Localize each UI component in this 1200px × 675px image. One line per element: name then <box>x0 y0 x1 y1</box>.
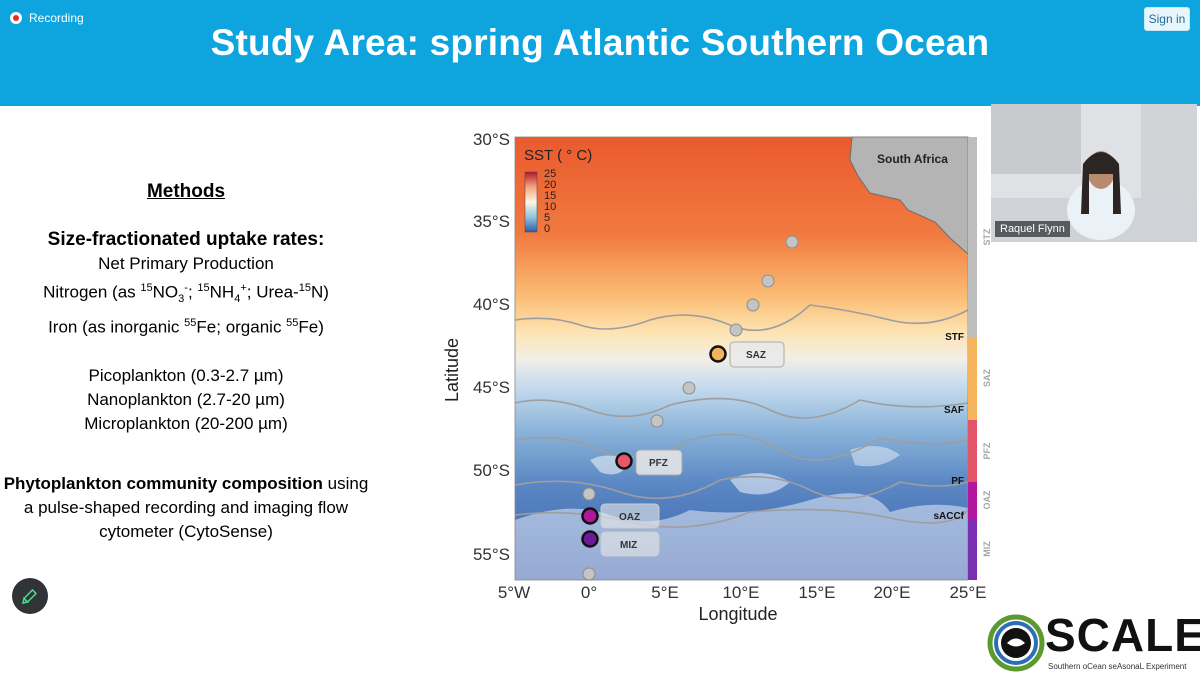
front-label-pf: PF <box>951 476 964 487</box>
x-tick-25e: 25°E <box>949 583 986 602</box>
participant-video-image <box>991 104 1197 242</box>
slide-title: Study Area: spring Atlantic Southern Oce… <box>210 22 990 63</box>
x-axis-label: Longitude <box>698 604 777 624</box>
y-axis-label: Latitude <box>442 338 462 402</box>
x-tick-0: 0° <box>581 583 597 602</box>
zone-bar <box>968 137 977 580</box>
zone-label-miz: MIZ <box>982 541 992 557</box>
station-label-oaz: OAZ <box>619 512 640 523</box>
key-stations <box>581 345 727 548</box>
x-tick-5w: 5°W <box>498 583 530 602</box>
recording-label: Recording <box>29 11 84 25</box>
pencil-icon <box>21 588 38 605</box>
participant-name: Raquel Flynn <box>995 221 1070 237</box>
x-tick-10e: 10°E <box>722 583 759 602</box>
recording-indicator: Recording <box>10 11 84 25</box>
station-label-pfz: PFZ <box>649 458 668 469</box>
front-label-saf: SAF <box>944 405 964 416</box>
colorbar-tick-0: 0 <box>544 223 550 235</box>
micro-line: Microplankton (20-200 µm) <box>84 413 288 433</box>
station-miz-marker <box>581 530 599 548</box>
uptake-heading: Size-fractionated uptake rates: <box>47 229 325 250</box>
scale-logo-icon <box>987 614 1045 672</box>
zone-label-stz: STZ <box>982 228 992 246</box>
colorbar-tick-25: 25 <box>544 168 556 180</box>
methods-panel: Methods Size-fractionated uptake rates: … <box>0 180 372 544</box>
nano-line: Nanoplankton (2.7-20 µm) <box>87 389 285 409</box>
land-label: South Africa <box>877 152 948 166</box>
x-tick-20e: 20°E <box>873 583 910 602</box>
zone-label-saz: SAZ <box>982 368 992 387</box>
station-dots <box>582 235 799 581</box>
station-saz-marker <box>709 345 727 363</box>
annotate-button[interactable] <box>12 578 48 614</box>
station-label-saz: SAZ <box>746 350 766 361</box>
front-label-saccf: sACCf <box>933 511 964 522</box>
npp-line: Net Primary Production <box>98 254 274 273</box>
nitrogen-line: Nitrogen (as 15NO3-; 15NH4+; Urea-15N) <box>43 282 329 306</box>
y-tick-30s: 30°S <box>473 130 510 149</box>
y-tick-45s: 45°S <box>473 378 510 397</box>
zone-label-pfz: PFZ <box>982 442 992 460</box>
colorbar-tick-15: 15 <box>544 190 556 202</box>
front-label-stf: STF <box>945 332 964 343</box>
y-tick-40s: 40°S <box>473 295 510 314</box>
y-tick-55s: 55°S <box>473 545 510 564</box>
station-label-miz: MIZ <box>620 540 637 551</box>
x-tick-5e: 5°E <box>651 583 679 602</box>
sign-in-button[interactable]: Sign in <box>1144 7 1190 31</box>
sst-colorbar: SST ( ° C) 25 20 15 10 5 0 <box>524 147 592 235</box>
station-oaz-marker <box>581 507 599 525</box>
participant-video-tile[interactable]: Raquel Flynn <box>991 104 1197 242</box>
zone-label-oaz: OAZ <box>982 490 992 510</box>
scale-logo-name: SCALE <box>1045 609 1200 661</box>
scale-logo-tagline: Southern oCean seAsonaL Experiment <box>1048 662 1187 671</box>
slide-header: Recording Sign in Study Area: spring Atl… <box>0 0 1200 106</box>
station-pfz-marker <box>615 452 633 470</box>
recording-dot-icon <box>10 12 22 24</box>
sst-label: SST ( ° C) <box>524 147 592 164</box>
colorbar-tick-10: 10 <box>544 201 556 213</box>
x-tick-15e: 15°E <box>798 583 835 602</box>
y-tick-35s: 35°S <box>473 212 510 231</box>
phyto-paragraph: Phytoplankton community composition usin… <box>3 473 369 541</box>
colorbar-tick-20: 20 <box>544 179 556 191</box>
y-tick-50s: 50°S <box>473 461 510 480</box>
iron-line: Iron (as inorganic 55Fe; organic 55Fe) <box>48 317 324 337</box>
study-area-map: SST ( ° C) 25 20 15 10 5 0 South Africa … <box>430 120 1000 630</box>
methods-heading: Methods <box>146 181 226 202</box>
pico-line: Picoplankton (0.3-2.7 µm) <box>88 365 284 385</box>
scale-logo: SCALE Southern oCean seAsonaL Experiment <box>985 609 1200 675</box>
colorbar-tick-5: 5 <box>544 212 550 224</box>
